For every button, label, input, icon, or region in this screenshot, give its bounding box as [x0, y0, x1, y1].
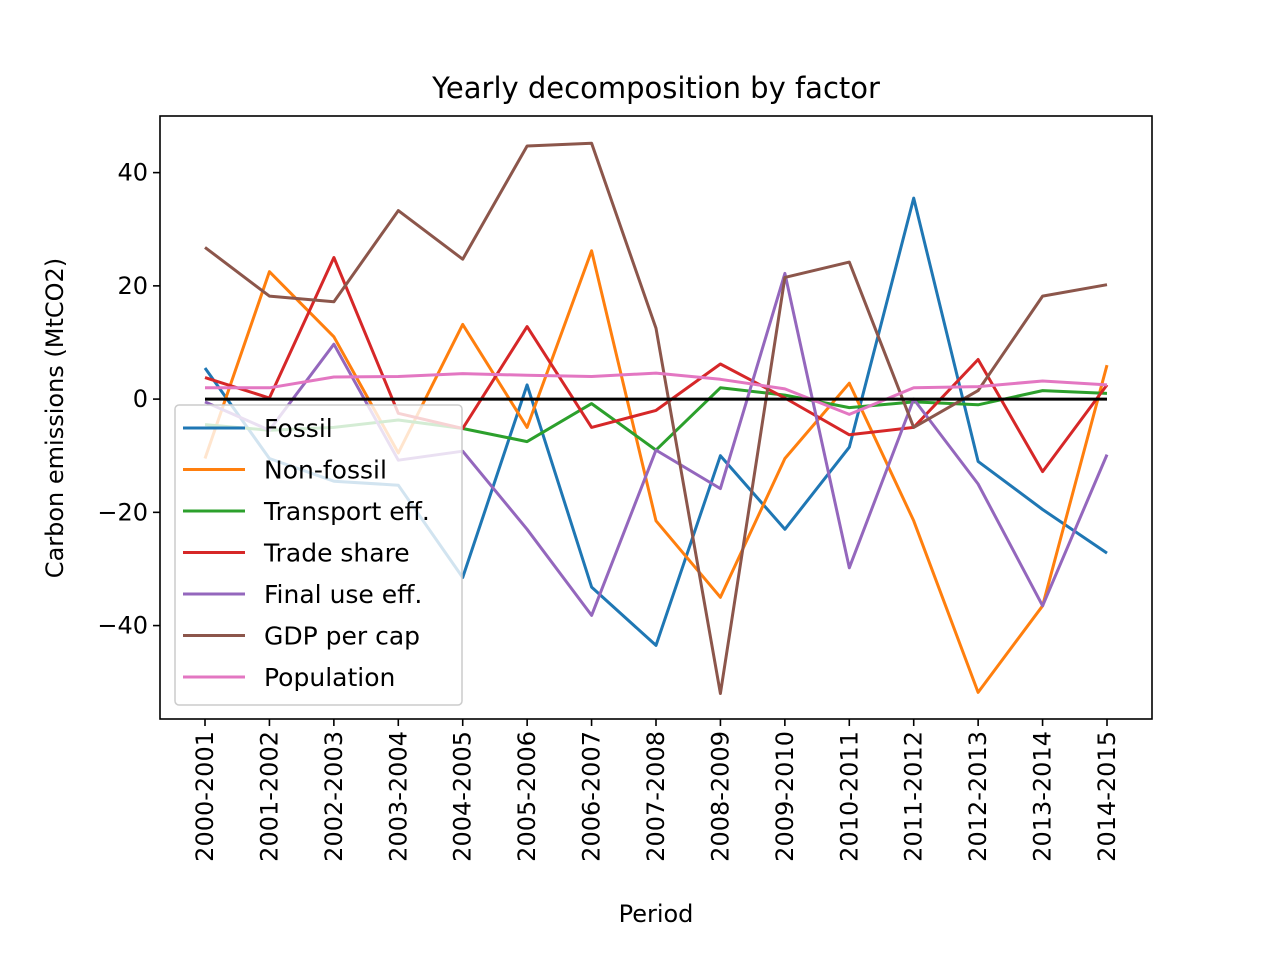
x-tick-label: 2006-2007 [578, 731, 606, 862]
chart-title: Yearly decomposition by factor [431, 71, 880, 105]
x-tick-label: 2005-2006 [513, 731, 541, 862]
x-tick-label: 2001-2002 [255, 731, 283, 862]
x-axis: 2000-2001 2001-2002 2002-2003 2003-2004 2004… [191, 719, 1121, 862]
x-tick-label: 2008-2009 [706, 731, 734, 862]
legend-label: GDP per cap [264, 622, 420, 651]
x-tick-label: 2014-2015 [1093, 731, 1121, 862]
legend-label: Trade share [263, 539, 410, 568]
y-axis: −40 −20 0 20 40 [97, 159, 160, 640]
legend: Fossil Non-fossil Transport eff. Trade shar… [174, 404, 463, 706]
legend-label: Fossil [264, 414, 333, 443]
legend-label: Non-fossil [264, 456, 387, 485]
series-line-3 [204, 256, 1109, 474]
x-tick-label: 2002-2003 [320, 731, 348, 862]
x-axis-title: Period [619, 900, 694, 928]
y-tick-label: 20 [117, 272, 148, 300]
x-tick-label: 2003-2004 [384, 731, 412, 862]
y-tick-label: 0 [133, 385, 148, 413]
x-tick-label: 2010-2011 [835, 731, 863, 862]
legend-frame [174, 404, 463, 706]
series-line-5 [204, 141, 1108, 695]
legend-label: Population [264, 663, 395, 692]
y-tick-label: 40 [117, 159, 148, 187]
x-tick-label: 2012-2013 [964, 731, 992, 862]
x-tick-label: 2009-2010 [771, 731, 799, 862]
x-tick-label: 2011-2012 [900, 731, 928, 862]
x-tick-label: 2013-2014 [1029, 731, 1057, 862]
x-tick-label: 2007-2008 [642, 731, 670, 862]
series-line-4 [204, 271, 1109, 617]
y-tick-label: −40 [97, 612, 148, 640]
x-tick-label: 2004-2005 [449, 731, 477, 862]
x-tick-label: 2000-2001 [191, 731, 219, 862]
y-tick-label: −20 [97, 498, 148, 526]
legend-label: Transport eff. [263, 497, 430, 526]
legend-label: Final use eff. [264, 580, 422, 609]
series-line-6 [205, 371, 1108, 416]
y-axis-title: Carbon emissions (MtCO2) [41, 258, 69, 578]
